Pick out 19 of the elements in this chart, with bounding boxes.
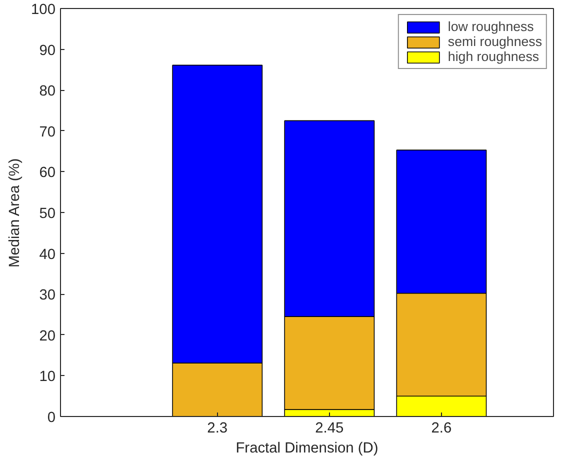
x-tick-label: 2.6 xyxy=(431,420,452,436)
y-axis-title: Median Area (%) xyxy=(7,158,24,268)
x-tick-label: 2.45 xyxy=(315,420,344,436)
y-tick-label: 80 xyxy=(39,84,56,100)
y-tick-label: 70 xyxy=(39,124,56,140)
y-tick-label: 40 xyxy=(39,246,56,263)
y-tick-label: 90 xyxy=(39,42,56,59)
x-axis-title: Fractal Dimension (D) xyxy=(236,440,378,456)
legend-label: low roughness xyxy=(448,19,534,34)
x-tick-label: 2.3 xyxy=(207,420,228,436)
y-tick-label: 60 xyxy=(39,165,56,182)
legend-label: semi roughness xyxy=(448,34,542,49)
y-tick-label: 10 xyxy=(39,369,56,386)
y-tick-label: 30 xyxy=(39,288,56,304)
y-tick-label: 20 xyxy=(39,328,56,344)
legend-label: high roughness xyxy=(448,49,540,64)
y-tick-label: 100 xyxy=(31,2,56,18)
y-tick-label: 50 xyxy=(39,206,56,222)
y-tick-label: 0 xyxy=(47,410,56,426)
